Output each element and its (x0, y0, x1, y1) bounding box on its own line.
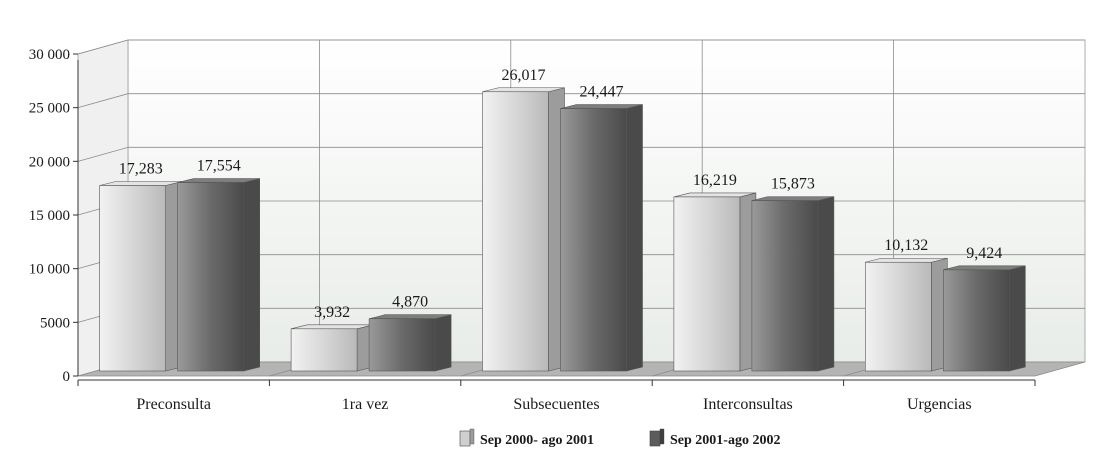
bar-series2 (177, 178, 261, 372)
x-tick-label: 1ra vez (342, 396, 389, 413)
x-tick-label: Interconsultas (703, 396, 793, 413)
legend-swatch (649, 430, 661, 447)
y-tick-label: 25 000 (29, 101, 70, 117)
bar-series1 (99, 181, 182, 372)
bar-series1 (673, 192, 757, 372)
y-tick-label: 5000 (40, 315, 70, 331)
legend-item: Sep 2000- ago 2001 (459, 428, 594, 448)
data-label: 4,870 (392, 294, 428, 311)
y-tick-label: 30 000 (29, 47, 70, 63)
y-axis: 0 5000 10 000 15 000 20 000 25 000 30 000 (29, 47, 79, 385)
data-label: 17,283 (119, 160, 163, 177)
data-label: 16,219 (693, 172, 737, 189)
legend-label: Sep 2001-ago 2002 (670, 433, 780, 448)
x-tick-label: Urgencias (907, 396, 972, 413)
bar-series2 (751, 196, 835, 372)
data-label: 3,932 (314, 304, 350, 321)
y-tick-label: 15 000 (29, 208, 70, 224)
x-tick-label: Subsecuentes (513, 396, 599, 413)
y-tick-label: 0 (63, 369, 71, 385)
bar-series2 (942, 265, 1026, 372)
data-label: 24,447 (580, 84, 624, 101)
legend: Sep 2000- ago 2001 Sep 2001-ago 2002 (459, 428, 780, 448)
x-tick-label: Preconsulta (136, 396, 211, 413)
data-label: 26,017 (502, 67, 546, 84)
bar-series2 (560, 104, 643, 372)
data-label: 10,132 (884, 237, 928, 254)
bar-series1 (482, 87, 565, 372)
y-tick-label: 10 000 (29, 262, 70, 278)
bar-series1 (290, 324, 374, 372)
data-label: 9,424 (966, 245, 1002, 262)
legend-item: Sep 2001-ago 2002 (649, 428, 780, 448)
gridline-side (77, 93, 129, 109)
data-label: 15,873 (771, 176, 815, 193)
bar-series2 (368, 314, 452, 372)
gridline-side (77, 146, 129, 162)
bar-series1 (864, 257, 948, 372)
bars-layer: 17,283 17,554 3,932 4,870 26,017 24,447 16,219… (99, 67, 1026, 372)
y-tick-label: 20 000 (29, 154, 70, 170)
gridline-side (77, 39, 129, 55)
x-axis: Preconsulta 1ra vez Subsecuentes Interconsu… (77, 379, 1036, 413)
legend-label: Sep 2000- ago 2001 (480, 433, 594, 448)
data-label: 17,554 (197, 158, 241, 175)
legend-swatch (459, 430, 471, 447)
